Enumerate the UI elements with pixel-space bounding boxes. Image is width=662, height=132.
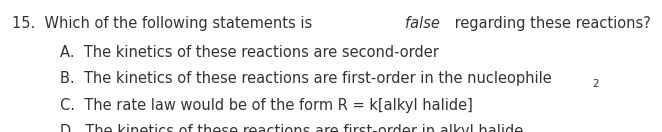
Text: C.  The rate law would be of the form R = k[alkyl halide]: C. The rate law would be of the form R =… [60, 98, 473, 113]
Text: regarding these reactions?: regarding these reactions? [450, 16, 651, 31]
Text: false: false [405, 16, 440, 31]
Text: 2: 2 [592, 79, 599, 89]
Text: D.  The kinetics of these reactions are first-order in alkyl halide: D. The kinetics of these reactions are f… [60, 124, 523, 132]
Text: A.  The kinetics of these reactions are second-order: A. The kinetics of these reactions are s… [60, 45, 438, 60]
Text: 15.  Which of the following statements is: 15. Which of the following statements is [12, 16, 317, 31]
Text: B.  The kinetics of these reactions are first-order in the nucleophile: B. The kinetics of these reactions are f… [60, 71, 551, 86]
